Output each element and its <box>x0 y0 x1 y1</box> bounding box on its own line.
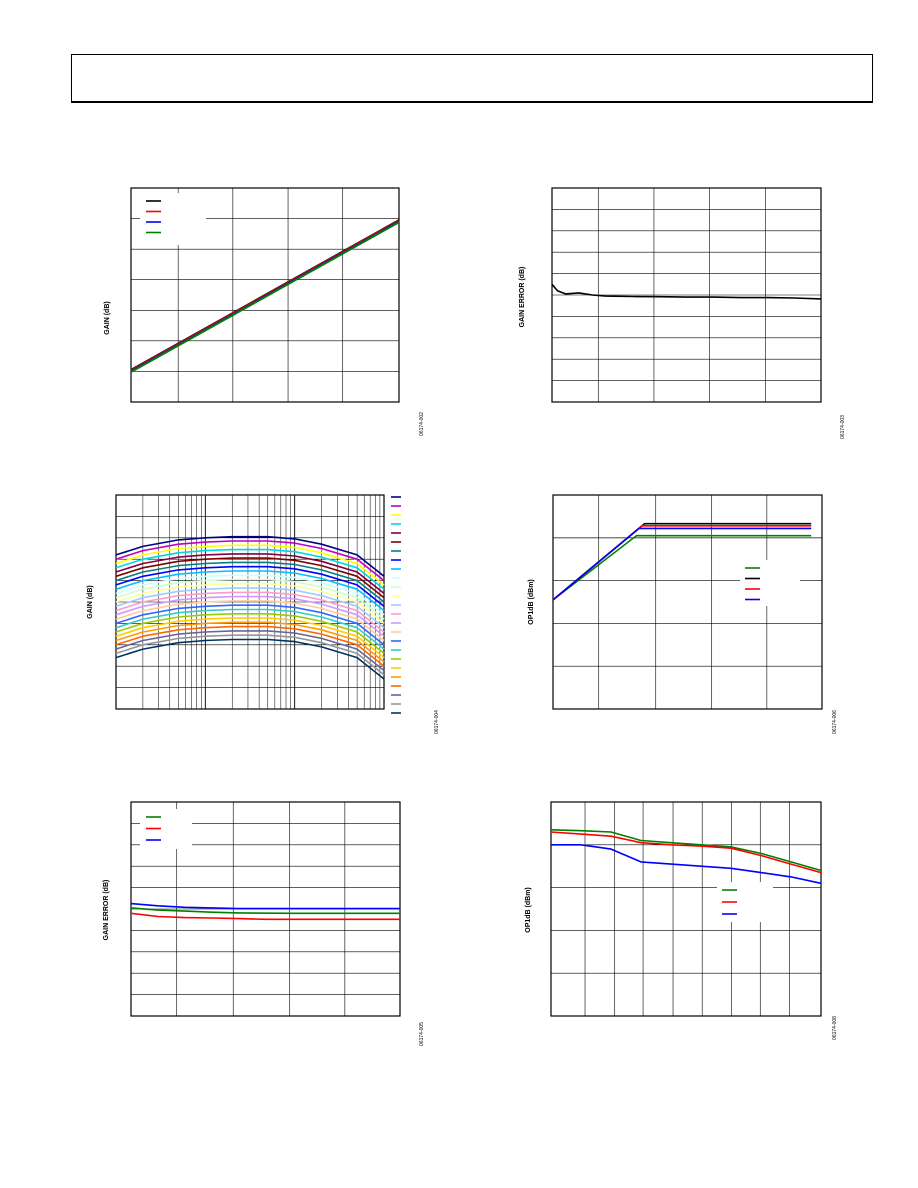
chart-c6-series-2 <box>551 844 822 885</box>
chart-c5-series-2 <box>130 902 400 910</box>
chart-c2-grid <box>552 188 821 402</box>
chart-c4-legend <box>740 560 800 606</box>
chart-c3-series-6 <box>115 561 385 603</box>
plot-frame <box>130 187 400 403</box>
legend-box <box>140 193 206 245</box>
chart-c3-series-21 <box>115 625 385 667</box>
chart-c5-series-1 <box>130 912 400 921</box>
chart-c4-series-0 <box>552 534 812 601</box>
chart-c4-plot <box>552 494 823 710</box>
chart-c1-plot <box>130 187 400 403</box>
chart-c3-series-22 <box>115 630 385 672</box>
chart-c3-series-5 <box>115 557 385 599</box>
chart-c3-series-20 <box>115 621 385 663</box>
chart-c3-series-8 <box>115 570 385 612</box>
chart-c2-plot <box>551 187 822 403</box>
chart-c2-ylabel: GAIN ERROR (dB) <box>519 267 526 328</box>
chart-c3-series-1 <box>115 540 385 582</box>
chart-c4-ylabel: OP1dB (dBm) <box>528 579 535 625</box>
chart-c5-ylabel: GAIN ERROR (dB) <box>103 880 110 941</box>
plot-frame <box>552 494 823 710</box>
chart-c2-series-0 <box>551 283 822 300</box>
chart-c3-ylabel: GAIN (dB) <box>87 585 94 618</box>
chart-c3-legend <box>391 496 401 714</box>
chart-c3-series-0 <box>115 535 385 577</box>
chart-c6-series-0 <box>550 829 822 872</box>
plot-frame <box>551 187 822 403</box>
chart-c3-series-7 <box>115 565 385 607</box>
chart-c3-series-18 <box>115 613 385 655</box>
chart-c3-series-12 <box>115 587 385 629</box>
chart-c3-series-10 <box>115 578 385 620</box>
chart-c5-figure-id: 06174-005 <box>419 1022 425 1046</box>
chart-c1-legend <box>140 193 206 245</box>
chart-c3-series-13 <box>115 591 385 633</box>
chart-c3-series-4 <box>115 553 385 595</box>
chart-c1-grid <box>131 188 399 402</box>
chart-c1-series-3 <box>130 221 400 373</box>
chart-c3-series-23 <box>115 634 385 676</box>
legend-box <box>717 882 773 922</box>
chart-c1-series-2 <box>130 220 400 373</box>
chart-c5-grid <box>131 802 400 1016</box>
chart-c1-ylabel: GAIN (dB) <box>104 301 111 334</box>
chart-c5-series-0 <box>130 907 400 915</box>
chart-c3-series-15 <box>115 600 385 642</box>
chart-c3-series-24 <box>115 638 385 680</box>
chart-c4-grid <box>553 495 822 709</box>
chart-c3-series-2 <box>115 544 385 586</box>
chart-c3-series-11 <box>115 583 385 625</box>
chart-c3-series-3 <box>115 548 385 590</box>
chart-c6-grid <box>551 802 821 1016</box>
chart-c3-series-9 <box>115 574 385 616</box>
plot-frame <box>130 801 401 1017</box>
chart-c6-legend <box>717 882 773 922</box>
chart-c1-series-1 <box>130 219 400 372</box>
chart-c4-series-1 <box>552 522 812 601</box>
chart-c6-plot <box>550 801 822 1017</box>
chart-c4-figure-id: 06174-006 <box>832 710 838 734</box>
chart-c1-series-0 <box>130 219 400 371</box>
chart-c3-figure-id: 06174-004 <box>434 710 440 734</box>
chart-c2-figure-id: 06174-003 <box>840 415 846 439</box>
chart-c6-ylabel: OP1dB (dBm) <box>525 887 532 933</box>
chart-c4-series-3 <box>552 527 812 601</box>
chart-c1-figure-id: 06174-002 <box>419 412 425 436</box>
chart-c3-series-16 <box>115 604 385 646</box>
chart-c6-series-1 <box>550 831 822 874</box>
chart-c4-series-2 <box>552 525 812 601</box>
legend-box <box>140 809 192 849</box>
plot-frame <box>550 801 822 1017</box>
chart-c3-series-19 <box>115 617 385 659</box>
plot-frame <box>115 494 385 710</box>
chart-c3-grid <box>116 495 384 709</box>
chart-c5-legend <box>140 809 192 849</box>
chart-c6-figure-id: 06174-008 <box>832 1016 838 1040</box>
legend-box <box>740 560 800 606</box>
chart-c3-series-14 <box>115 595 385 637</box>
chart-c3-plot <box>115 494 401 714</box>
chart-c5-plot <box>130 801 401 1017</box>
chart-c3-series-17 <box>115 608 385 650</box>
page-header-box <box>71 54 873 103</box>
